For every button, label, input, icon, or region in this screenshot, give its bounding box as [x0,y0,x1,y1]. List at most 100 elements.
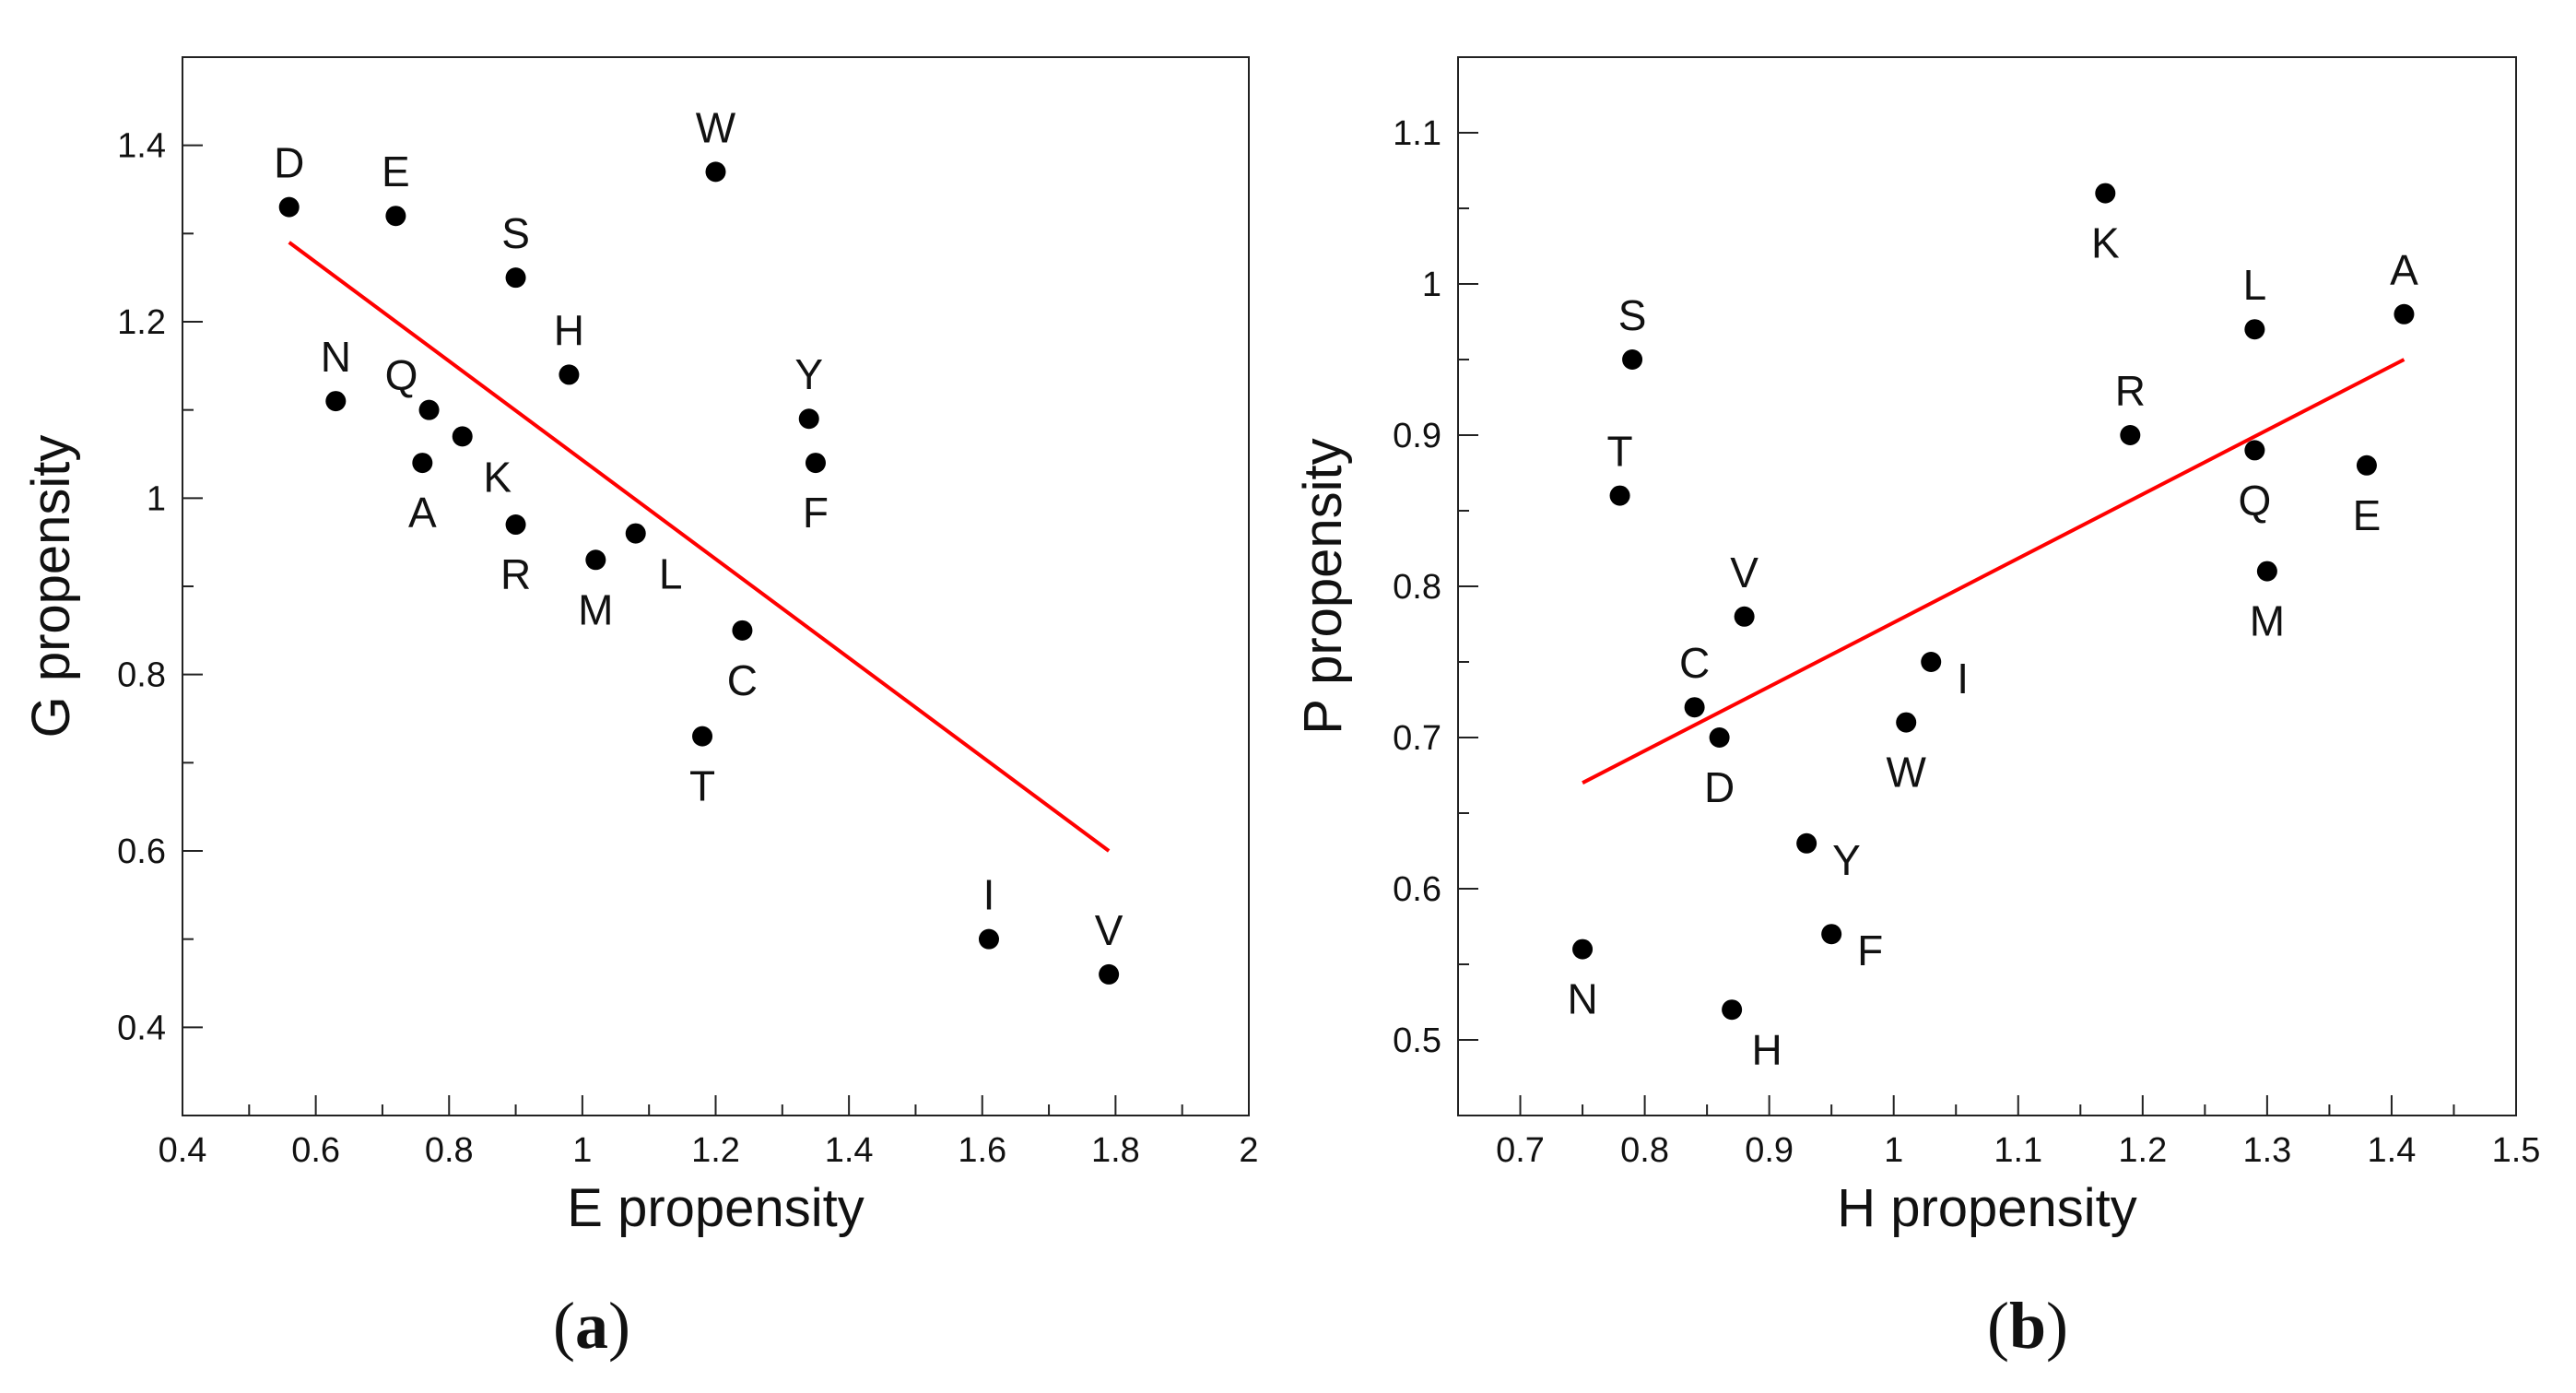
panel-b-point-label-R: R [2115,367,2146,415]
panel-a-x-tick-label: 0.8 [425,1131,474,1170]
panel-a-point-label-S: S [501,209,530,257]
panel-b-point-C [1684,697,1705,718]
panel-b-x-tick-label: 0.8 [1620,1131,1669,1170]
panel-a-point-I [978,928,999,950]
panel-a-point-label-T: T [689,762,715,810]
panel-b-y-tick-label: 1.1 [1393,114,1441,153]
panel-b-point-label-K: K [2091,219,2120,267]
panel-a-point-E [385,206,406,227]
panel-a-y-tick-label: 0.6 [117,832,166,871]
panel-a-point-label-Y: Y [794,350,823,398]
panel-b-point-label-H: H [1752,1026,1782,1074]
panel-b-x-tick-label: 0.9 [1745,1131,1794,1170]
panel-b-y-tick-label: 1 [1422,266,1441,304]
panel-a-point-R [505,514,526,536]
panel-a-point-label-I: I [983,871,995,919]
panel-a-point-label-V: V [1095,906,1123,954]
panel-b-point-E [2356,454,2377,476]
panel-a-point-label-N: N [321,333,351,381]
panel-a-point-label-C: C [727,656,758,704]
panel-b-x-tick-label: 1.4 [2368,1131,2417,1170]
panel-b-chart: 0.7 0.8 0.9 1 1.1 1.2 1.3 1.4 1.5 0.5 0.6 0.7 0.8 0.9… [1293,56,2541,1238]
panel-b-point-label-D: D [1704,763,1735,811]
panel-b-point-Q [2244,440,2265,461]
panel-a-point-Y [798,408,819,430]
panel-a-point-label-E: E [382,148,410,195]
panel-b-point-W [1896,712,1917,733]
panel-b-point-label-N: N [1567,975,1597,1023]
panel-a-x-tick-label: 0.4 [159,1131,207,1170]
panel-a-point-V [1099,963,1120,985]
panel-b-caption: (b) [1987,1289,2068,1363]
panel-b-point-Y [1796,832,1817,854]
panel-b-point-V [1734,606,1755,627]
panel-b-regression-line [1582,358,2405,785]
panel-a-point-F [805,453,826,474]
panel-b-x-tick-label: 1.2 [2118,1131,2167,1170]
panel-b-x-tick-label: 1 [1884,1131,1903,1170]
panel-b-x-tick-label: 1.1 [1994,1131,2042,1170]
panel-a-point-label-A: A [408,489,437,537]
panel-b-point-S [1622,349,1643,370]
panel-b-point-label-F: F [1857,927,1883,974]
panel-b-y-axis-label: P propensity [1293,438,1353,734]
panel-b-x-tick-label: 0.7 [1496,1131,1545,1170]
panel-a-regression-line [288,241,1111,853]
panel-a-y-tick-label: 0.4 [117,1009,166,1047]
panel-a-y-tick-label: 0.8 [117,656,166,695]
panel-a-x-tick-label: 2 [1239,1131,1258,1170]
panel-a-y-axis-label: G propensity [21,435,81,738]
panel-a-point-K [452,426,473,447]
panel-a-chart: 0.4 0.6 0.8 1 1.2 1.4 1.6 1.8 2 0.4 0.6 0.8 1 1.2 1.4 E… [21,56,1259,1238]
panel-b-point-A [2394,303,2415,325]
panel-a-caption-letter: a [575,1289,608,1363]
panel-b-point-label-A: A [2390,246,2418,294]
panel-b-point-label-L: L [2243,261,2267,309]
panel-a-point-M [585,549,606,571]
panel-b-y-tick-label: 0.8 [1393,568,1441,607]
panel-a-point-L [625,523,646,544]
panel-b-point-label-Y: Y [1832,836,1861,884]
panel-b-point-label-I: I [1957,655,1969,702]
panel-b-point-label-C: C [1679,639,1710,687]
panel-a-point-label-L: L [659,550,683,598]
panel-a-point-label-H: H [554,306,584,354]
panel-a-point-A [412,453,433,474]
panel-b-x-tick-label: 1.5 [2492,1131,2541,1170]
panel-b-point-N [1572,939,1594,960]
panel-b-point-L [2244,319,2265,340]
panel-a-point-T [692,726,713,747]
panel-a-point-S [505,267,526,289]
panel-a-point-label-K: K [483,453,512,501]
panel-b-point-label-V: V [1730,549,1759,596]
panel-a-point-label-F: F [803,489,829,537]
panel-b-y-tick-label: 0.7 [1393,719,1441,758]
panel-a-x-axis-label: E propensity [567,1178,864,1238]
panel-b-point-H [1722,999,1743,1021]
panel-b-y-tick-label: 0.6 [1393,870,1441,909]
panel-a-point-label-R: R [500,550,531,598]
panel-a-x-tick-label: 1.6 [958,1131,1006,1170]
panel-a-x-tick-label: 1.2 [691,1131,740,1170]
panel-a-point-N [325,391,347,412]
panel-a-point-label-W: W [696,103,736,151]
panel-b-point-label-T: T [1607,428,1633,476]
panel-a-point-H [559,364,580,385]
panel-b-y-tick-label: 0.9 [1393,417,1441,455]
panel-a-x-tick-label: 1.4 [825,1131,874,1170]
panel-b-caption-letter: b [2009,1289,2046,1363]
panel-a-y-tick-label: 1.4 [117,127,166,166]
panel-b-point-label-W: W [1887,749,1927,797]
panel-b-x-axis-label: H propensity [1837,1178,2137,1238]
panel-a-point-label-Q: Q [385,351,418,399]
panel-a-y-tick-label: 1.2 [117,303,166,342]
panel-a-caption: (a) [553,1289,630,1363]
panel-a-point-Q [418,399,440,420]
panel-b-point-label-E: E [2353,491,2382,539]
panel-a-point-W [705,161,726,183]
panel-a-point-label-M: M [578,585,613,633]
panel-b-point-K [2095,183,2116,204]
panel-b-point-F [1821,924,1842,945]
panel-a-point-D [278,196,300,218]
